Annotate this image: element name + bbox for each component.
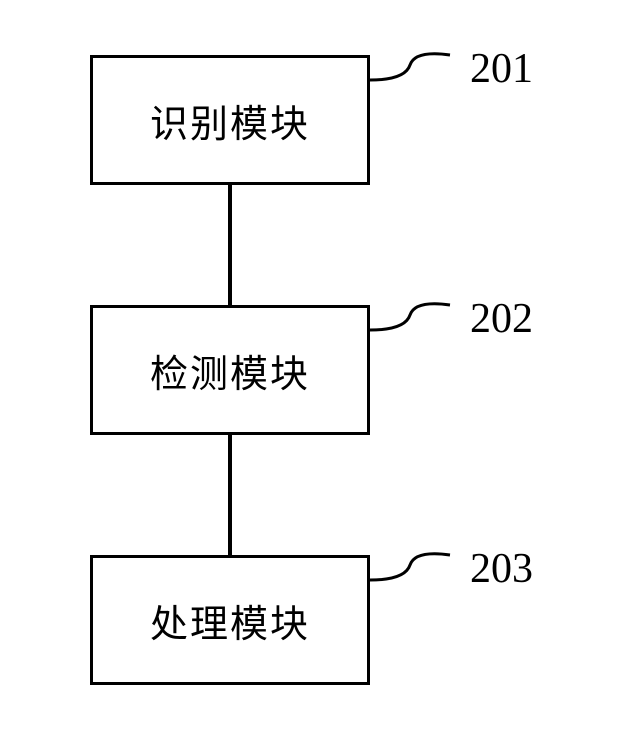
- callout-path: [370, 554, 450, 580]
- callout-path: [370, 54, 450, 80]
- block-processing-module: 处理模块: [90, 555, 370, 685]
- callout-path: [370, 304, 450, 330]
- connector-line: [228, 435, 232, 555]
- connector-line: [228, 185, 232, 305]
- callout-label: 201: [470, 45, 533, 93]
- callout-label: 202: [470, 295, 533, 343]
- block-label: 处理模块: [150, 593, 310, 648]
- block-label: 检测模块: [150, 343, 310, 398]
- flowchart-diagram: 识别模块 检测模块 处理模块 201 202 203: [0, 0, 644, 743]
- block-label: 识别模块: [150, 93, 310, 148]
- callout-label: 203: [470, 545, 533, 593]
- block-detection-module: 检测模块: [90, 305, 370, 435]
- block-recognition-module: 识别模块: [90, 55, 370, 185]
